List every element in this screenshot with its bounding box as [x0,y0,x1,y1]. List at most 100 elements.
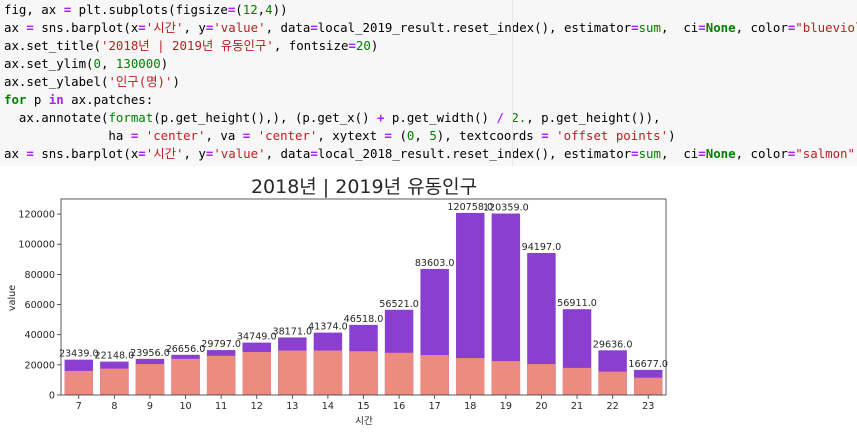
code-token: = [310,146,318,161]
x-tick-label: 20 [535,401,547,412]
bar-2018 [313,350,343,395]
code-token: for [4,92,27,107]
code-token: local_2018_result.reset_index(), estimat… [317,146,632,161]
code-token: local_2019_result.reset_index(), estimat… [317,20,632,35]
y-tick-label: 40000 [24,330,55,341]
code-token: 'offset points' [556,128,669,143]
x-tick-label: 17 [429,401,441,412]
code-token: in [48,92,64,107]
code-token: sum [638,146,661,161]
y-tick-label: 60000 [24,300,55,311]
code-token: ) [370,38,379,53]
bar-value-label: 34749.0 [237,332,277,343]
code-token: , [257,2,266,17]
code-token: = [787,20,796,35]
code-token: = [348,38,356,53]
bar-value-label: 38171.0 [272,326,312,337]
y-tick-label: 80000 [24,270,55,281]
code-token: , y [183,20,206,35]
code-token: sns.barplot(x [33,20,139,35]
code-token: "salmon" [795,146,855,161]
code-token: sum [638,20,661,35]
code-token: = [26,146,34,161]
bar-value-label: 83603.0 [415,258,455,269]
code-token: = [205,146,214,161]
code-token: , data [265,20,311,35]
code-token: None [705,146,736,161]
code-token: = [26,20,34,35]
bar-2018 [206,355,236,395]
bar-value-label: 41374.0 [308,322,348,333]
code-token: fig, ax [4,2,64,17]
code-token: "blueviolet" [795,20,857,35]
code-line: ha = 'center', va = 'center', xytext = (… [4,127,857,145]
code-token: , xytext [317,128,385,143]
plot-frame [60,198,667,396]
bar-2018 [100,368,129,395]
output-area: 2018년 | 2019년 유동인구 7 8 9 10 11 12 13 14 15 16 17 18… [0,166,857,433]
bar-value-label: 56911.0 [557,298,597,309]
x-tick-label: 19 [500,401,512,412]
code-token: , color [735,146,788,161]
bar-value-label: 23439.0 [59,349,99,360]
bar-2018 [420,355,449,395]
code-token: )) [272,2,288,17]
bar-value-label: 26656.0 [166,344,206,355]
code-token: p [26,92,49,107]
bar-2018 [64,370,94,395]
code-editor[interactable]: fig, ax = plt.subplots(figsize=(12,4)) ax… [4,1,857,163]
bar-value-label: 56521.0 [379,299,419,310]
code-line: for p in ax.patches: [4,91,857,109]
code-token: ax.set_ylim( [4,56,94,71]
code-token: 130000 [115,56,161,71]
code-token: 'center' [145,128,206,143]
code-token: p.get_width() [384,110,497,125]
bar-value-label: 94197.0 [522,242,562,253]
code-token: '2018년 | 2019년 유동인구' [100,38,274,53]
code-token: = [63,2,72,17]
code-token [250,128,257,143]
code-token: '시간' [145,20,184,35]
x-tick-label: 13 [286,401,298,412]
y-axis-title: value [7,285,18,311]
code-token: = [698,146,706,161]
x-tick-label: 18 [464,401,476,412]
code-token: 'value' [213,146,266,161]
code-token: 4 [265,2,273,17]
bar-2018 [456,358,485,395]
code-token: 20 [355,38,371,53]
y-tick-label: 20000 [24,360,55,371]
code-token: ) [855,146,857,161]
code-token: ), textcoords [436,128,542,143]
x-axis-title: 시간 [355,416,373,427]
code-token: 2. [511,110,527,125]
code-token: = [631,146,639,161]
code-line: ax.set_ylim(0, 130000) [4,55,857,73]
code-token: (p.get_height(),), (p.get_x() [153,110,377,125]
code-token: ) [172,74,180,89]
code-token: 5 [429,128,437,143]
code-token: ax.patches: [63,92,154,107]
bar-value-label: 120359.0 [483,203,529,214]
bar-2018 [349,351,378,395]
bar-2018 [527,364,556,395]
code-token: = [631,20,639,35]
bar-value-label: 120758.0 [447,202,493,213]
bar-chart: 2018년 | 2019년 유동인구 7 8 9 10 11 12 13 14 15 16 17 18… [7,176,668,427]
code-token: ( [235,2,243,17]
x-tick-label: 14 [322,401,334,412]
code-token: ) [160,56,169,71]
bar-value-label: 22148.0 [95,351,135,362]
code-token: = [130,128,139,143]
code-cell[interactable]: fig, ax = plt.subplots(figsize=(12,4)) ax… [0,0,857,166]
code-token: = [242,128,251,143]
x-tick-label: 22 [607,401,619,412]
bar-value-label: 29797.0 [201,339,241,350]
code-token: = [227,2,236,17]
bar-2018 [562,367,592,395]
code-token: sns.barplot(x [33,146,139,161]
code-line: ax = sns.barplot(x='시간', y='value', data… [4,145,857,163]
code-token: = [384,128,392,143]
code-line: ax.set_title('2018년 | 2019년 유동인구', fonts… [4,37,857,55]
bar-value-label: 29636.0 [593,339,633,350]
